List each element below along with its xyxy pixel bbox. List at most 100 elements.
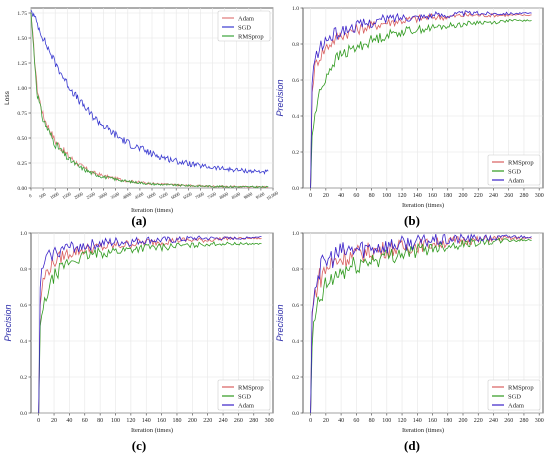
legend-label-sgd: SGD: [508, 393, 521, 400]
y-tick-label: 0.0: [20, 411, 27, 417]
y-tick-label: 1.0: [292, 6, 299, 12]
x-tick-label: 2000: [73, 191, 84, 200]
x-tick-label: 8000: [219, 191, 230, 200]
series-line-sgd: [310, 237, 532, 414]
x-tick-label: 200: [459, 193, 468, 199]
x-tick-label: 5500: [158, 191, 169, 200]
x-tick-label: 300: [535, 418, 544, 424]
chart-panel-c: 0 20 40 60 80 100 120 140 160 180 200 220 240 260 280 3…: [3, 231, 274, 434]
x-tick-label: 140: [413, 193, 422, 199]
legend-label-adam: Adam: [238, 15, 254, 22]
y-tick-label: 1.50: [17, 36, 27, 42]
y-tick-label: 0.75: [17, 111, 27, 117]
x-tick-label: 180: [443, 193, 452, 199]
x-tick-label: 60: [353, 193, 359, 199]
y-tick-label: 0.6: [292, 303, 299, 309]
y-tick-label: 1.00: [17, 86, 27, 92]
x-tick-label: 220: [474, 193, 483, 199]
x-tick-label: 240: [489, 193, 498, 199]
subfigure-label-c-text: (c): [131, 438, 147, 453]
subfigure-label-c: (c): [119, 438, 159, 454]
x-tick-label: 8500: [231, 191, 242, 200]
legend-label-adam: Adam: [508, 177, 524, 184]
x-tick-label: 100: [382, 418, 391, 424]
y-tick-label: 0.2: [292, 375, 299, 381]
x-tick-label: 260: [504, 418, 513, 424]
x-tick-label: 300: [265, 418, 274, 424]
x-tick-label: 140: [413, 418, 422, 424]
x-tick-label: 280: [249, 418, 258, 424]
x-tick-label: 80: [369, 418, 375, 424]
subfigure-label-d-text: (d): [404, 438, 420, 453]
y-tick-label: 0.8: [292, 42, 299, 48]
x-tick-label: 240: [219, 418, 228, 424]
x-axis-label: Iteration (times): [131, 207, 173, 214]
legend-label-sgd: SGD: [238, 24, 251, 31]
x-tick-label: 280: [519, 193, 528, 199]
y-tick-label: 1.0: [20, 231, 27, 237]
x-tick-label: 200: [459, 418, 468, 424]
y-axis-label: Precision: [275, 304, 285, 341]
subfigure-label-b-text: (b): [404, 213, 420, 228]
series-line-rmsprop: [38, 236, 262, 414]
chart-panel-d: 0 20 40 60 80 100 120 140 160 180 200 220 240 260 280 3…: [275, 231, 544, 434]
y-axis-label: Loss: [4, 90, 11, 104]
x-tick-label: 6500: [182, 191, 193, 200]
x-tick-label: 80: [97, 418, 103, 424]
x-tick-label: 9500: [255, 191, 266, 200]
y-tick-label: 0.6: [20, 303, 27, 309]
subfigure-label-d: (d): [392, 438, 432, 454]
legend-label-rmsprop: RMSprop: [508, 384, 534, 391]
x-tick-label: 260: [504, 193, 513, 199]
y-tick-label: 0.50: [17, 136, 27, 142]
y-tick-label: 0.25: [17, 161, 27, 167]
x-tick-label: 6000: [170, 191, 181, 200]
y-axis-label: Precision: [3, 304, 13, 341]
subfigure-label-b: (b): [392, 213, 432, 229]
x-tick-label: 280: [519, 418, 528, 424]
x-tick-label: 240: [489, 418, 498, 424]
y-tick-label: 0.8: [20, 267, 27, 273]
x-tick-label: 120: [126, 418, 135, 424]
x-tick-label: 120: [398, 418, 407, 424]
x-tick-label: 0: [309, 193, 312, 199]
x-tick-label: 180: [443, 418, 452, 424]
x-tick-label: 160: [428, 193, 437, 199]
x-tick-label: 4500: [134, 191, 145, 200]
x-tick-label: 220: [203, 418, 212, 424]
x-axis-label: Iteration (times): [402, 427, 444, 434]
y-tick-label: 0.8: [292, 267, 299, 273]
series-line-sgd: [310, 19, 532, 189]
x-tick-label: 300: [535, 193, 544, 199]
x-tick-label: 100: [111, 418, 120, 424]
x-tick-label: 220: [474, 418, 483, 424]
subfigure-label-a-text: (a): [131, 213, 147, 228]
y-tick-label: 0.4: [20, 339, 27, 345]
x-tick-label: 1000: [49, 191, 60, 200]
x-tick-label: 20: [51, 418, 57, 424]
x-tick-label: 200: [188, 418, 197, 424]
x-tick-label: 2500: [86, 191, 97, 200]
legend-label-rmsprop: RMSprop: [508, 159, 534, 166]
x-tick-label: 20: [323, 418, 329, 424]
y-tick-label: 1.75: [17, 11, 27, 17]
x-tick-label: 180: [172, 418, 181, 424]
x-tick-label: 5000: [146, 191, 157, 200]
x-tick-label: 160: [428, 418, 437, 424]
series-line-sgd: [30, 9, 269, 175]
x-tick-label: 100: [382, 193, 391, 199]
series-line-sgd: [38, 241, 262, 414]
x-tick-label: 40: [338, 418, 344, 424]
x-tick-label: 3500: [110, 191, 121, 200]
x-tick-label: 260: [234, 418, 243, 424]
legend-label-rmsprop: RMSprop: [238, 33, 264, 40]
series-line-rmsprop: [310, 12, 532, 189]
chart-panel-b: 0 20 40 60 80 100 120 140 160 180 200 220 240 260 280 3…: [275, 6, 544, 209]
x-tick-label: 10,000: [266, 190, 281, 202]
x-tick-label: 4000: [122, 191, 133, 200]
x-tick-label: 60: [353, 418, 359, 424]
series-line-rmsprop: [30, 12, 269, 189]
y-axis-label: Precision: [275, 79, 285, 116]
